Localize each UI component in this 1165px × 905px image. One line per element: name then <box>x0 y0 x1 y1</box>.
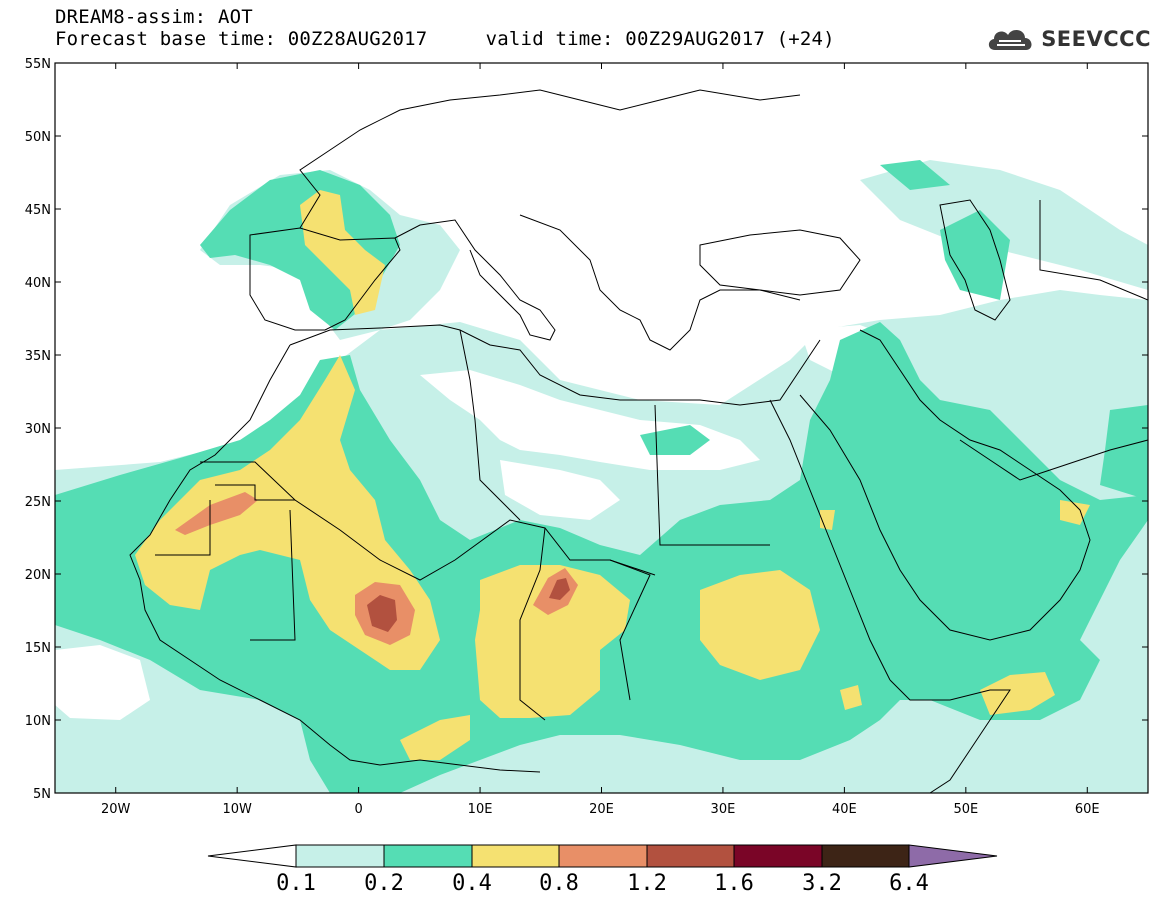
y-tick-label: 35N <box>25 349 51 364</box>
y-tick-label: 15N <box>25 641 51 656</box>
colorbar-label-1: 0.2 <box>364 871 404 896</box>
x-tick-label: 0 <box>354 802 362 817</box>
logo-text: SEEVCCC <box>1041 27 1151 51</box>
colorbar-label-7: 6.4 <box>889 871 929 896</box>
colorbar-label-4: 1.2 <box>627 871 667 896</box>
x-tick-label: 30E <box>711 802 736 817</box>
colorbar-swatch-0 <box>295 844 385 868</box>
cloud-icon <box>989 29 1032 50</box>
y-tick-label: 25N <box>25 495 51 510</box>
colorbar-swatch-1 <box>383 844 473 868</box>
x-tick-label: 20W <box>101 802 131 817</box>
y-tick-label: 10N <box>25 714 51 729</box>
colorbar-swatch-4 <box>646 844 735 868</box>
colorbar-label-6: 3.2 <box>802 871 842 896</box>
colorbar: 0.1 0.2 0.4 0.8 1.2 1.6 3.2 6.4 <box>207 844 998 896</box>
colorbar-swatch-2 <box>471 844 560 868</box>
colorbar-over-arrow <box>908 844 998 868</box>
aot-level-1.2 <box>367 578 570 632</box>
x-tick-label: 40E <box>832 802 857 817</box>
colorbar-swatch-3 <box>558 844 648 868</box>
y-tick-label: 50N <box>25 130 51 145</box>
colorbar-label-2: 0.4 <box>452 871 492 896</box>
axis-ticks: 55N 50N 45N 40N 35N 30N 25N 20N 15N 10N 5N 20W 10W 0 1… <box>25 57 1148 817</box>
colorbar-label-5: 1.6 <box>714 871 754 896</box>
x-tick-label: 10W <box>222 802 252 817</box>
y-tick-label: 55N <box>25 57 51 72</box>
aot-field <box>55 63 1148 793</box>
colorbar-swatch-6 <box>821 844 910 868</box>
colorbar-swatch-5 <box>733 844 823 868</box>
y-tick-label: 5N <box>33 787 51 802</box>
x-tick-label: 20E <box>589 802 614 817</box>
seevccc-logo: SEEVCCC <box>985 24 1151 54</box>
colorbar-label-3: 0.8 <box>539 871 579 896</box>
title-line: DREAM8-assim: AOT <box>55 6 253 28</box>
x-tick-label: 10E <box>468 802 493 817</box>
y-tick-label: 45N <box>25 203 51 218</box>
colorbar-under-arrow <box>207 844 297 868</box>
forecast-time-line: Forecast base time: 00Z28AUG2017 valid t… <box>55 28 835 50</box>
x-tick-label: 50E <box>953 802 978 817</box>
y-tick-label: 40N <box>25 276 51 291</box>
map-header: DREAM8-assim: AOT Forecast base time: 00… <box>55 6 835 50</box>
coastlines <box>129 89 1148 793</box>
y-tick-label: 30N <box>25 422 51 437</box>
colorbar-label-0: 0.1 <box>276 871 316 896</box>
y-tick-label: 20N <box>25 568 51 583</box>
x-tick-label: 60E <box>1075 802 1100 817</box>
